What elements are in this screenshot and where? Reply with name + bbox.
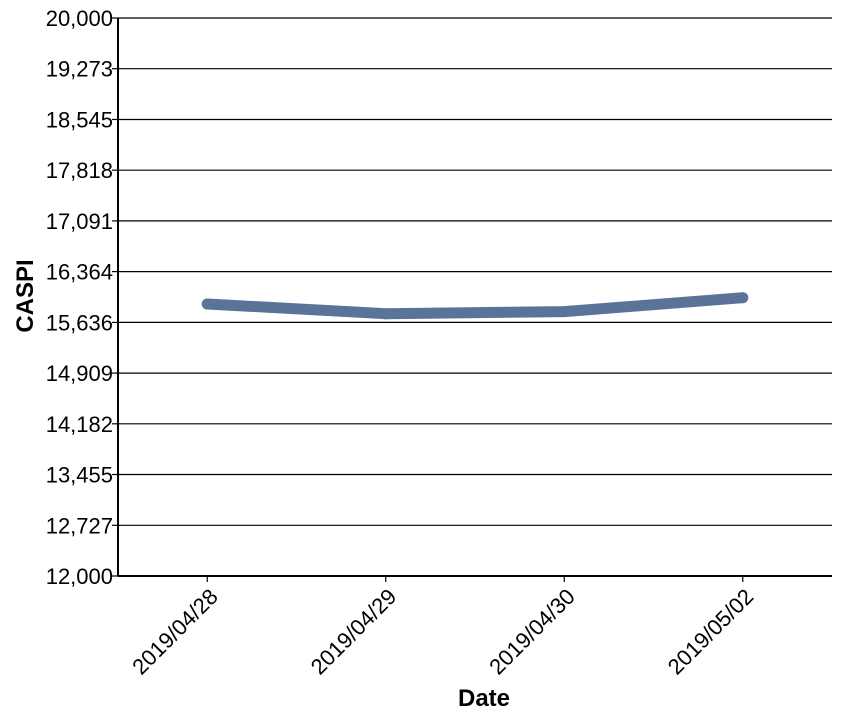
- x-axis-title: Date: [458, 685, 510, 712]
- y-tick-labels: 12,000 12,727 13,455 14,182 14,909 15,636 16,3…: [46, 6, 113, 589]
- y-tick-label: 15,636: [46, 310, 113, 335]
- y-tick-label: 20,000: [46, 6, 113, 31]
- y-tick-label: 17,818: [46, 158, 113, 183]
- data-point: [737, 292, 749, 304]
- y-tick-label: 12,000: [46, 564, 113, 589]
- series-line: [201, 292, 749, 320]
- y-tick-label: 14,182: [46, 412, 113, 437]
- y-tick-label: 18,545: [46, 107, 113, 132]
- data-point: [558, 306, 570, 318]
- y-tick-label: 17,091: [46, 209, 113, 234]
- x-tick-label: 2019/04/28: [127, 584, 223, 680]
- x-tick-labels: 2019/04/28 2019/04/29 2019/04/30 2019/05/02: [127, 576, 758, 679]
- series-layer: [201, 292, 749, 320]
- y-axis-title: CASPI: [12, 259, 39, 332]
- data-point: [380, 308, 392, 320]
- y-tick-label: 16,364: [46, 260, 113, 285]
- data-point: [201, 298, 213, 310]
- axes: [117, 18, 832, 577]
- y-tick-label: 12,727: [46, 513, 113, 538]
- x-tick-label: 2019/04/29: [306, 584, 402, 680]
- y-tick-label: 14,909: [46, 361, 113, 386]
- y-tick-label: 19,273: [46, 57, 113, 82]
- y-tick-label: 13,455: [46, 463, 113, 488]
- x-tick-label: 2019/04/30: [484, 584, 580, 680]
- x-tick-label: 2019/05/02: [663, 584, 759, 680]
